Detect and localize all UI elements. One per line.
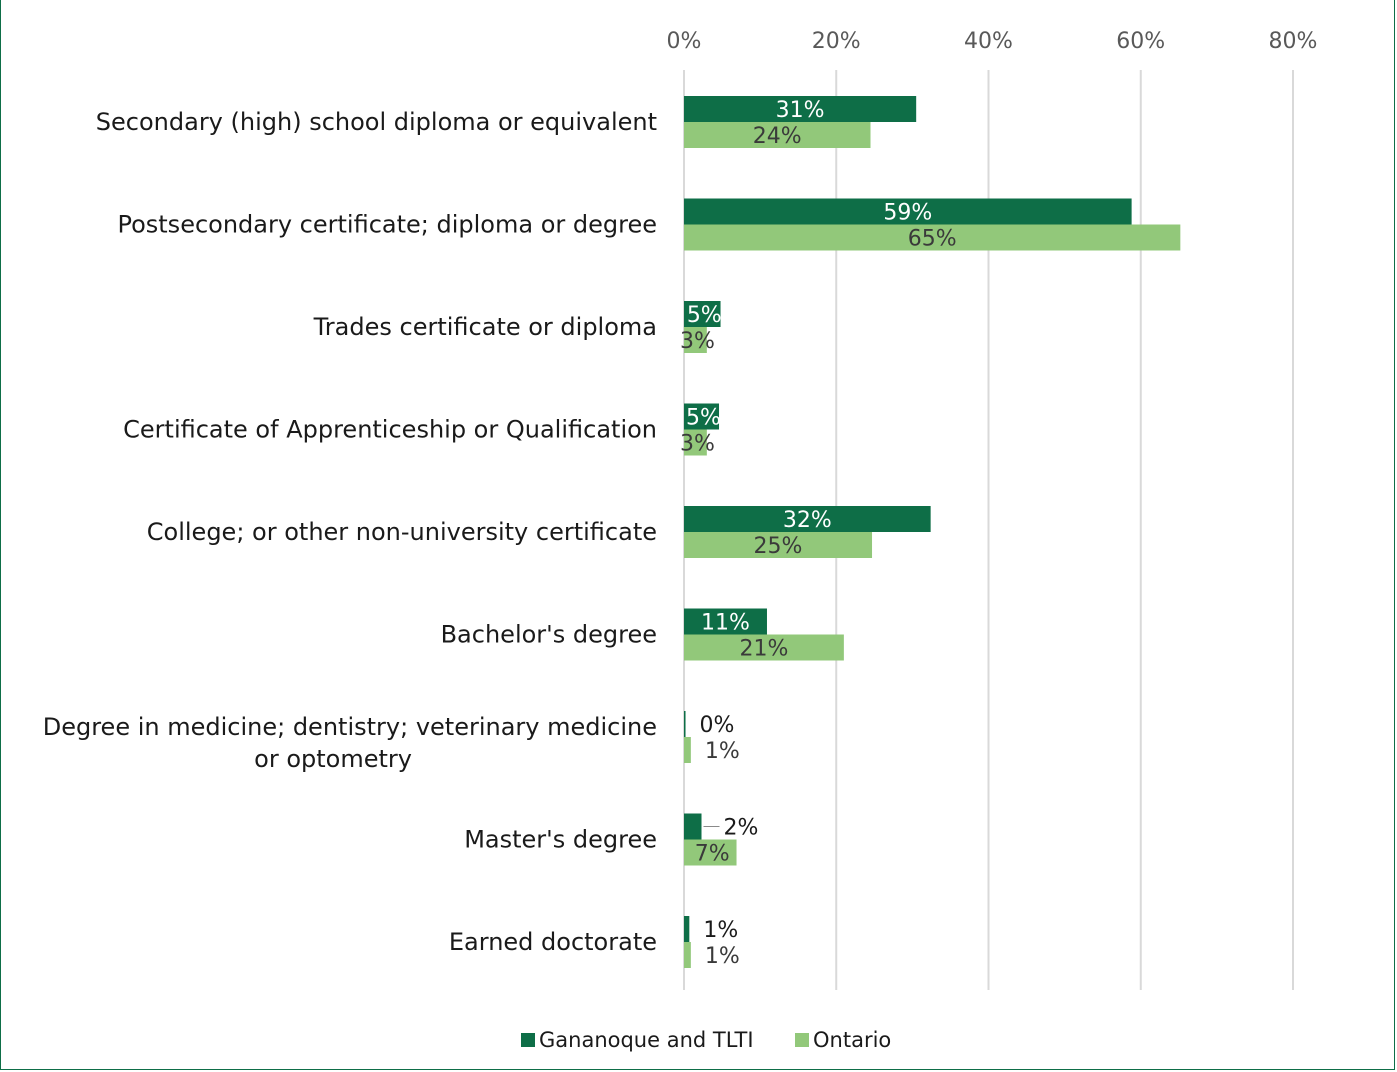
category-label: Secondary (high) school diploma or equiv… [96,108,657,136]
bar-gananoque [684,96,917,122]
bar-gananoque [684,608,767,635]
bar-gananoque [684,711,686,737]
data-label-gananoque: 11% [701,611,750,636]
data-label-gananoque: 5% [686,406,721,431]
data-label-ontario: 25% [754,534,803,559]
x-tick-label: 80% [1269,29,1318,54]
bar-ontario [684,122,871,148]
bar-ontario [684,429,707,456]
bar-gananoque [684,813,702,840]
data-label-gananoque: 1% [703,918,738,943]
category-label: Master's degree [464,826,657,854]
x-tick-label: 40% [964,29,1013,54]
legend-label-gananoque: Gananoque and TLTI [539,1028,754,1052]
data-label-ontario: 3% [680,432,715,457]
x-axis-ticks: 0% 20% 40% 60% 80% [667,29,1318,54]
data-label-gananoque: 5% [687,303,722,328]
bar-ontario [684,942,691,968]
bar-ontario [684,737,691,763]
x-tick-label: 20% [812,29,861,54]
bar-gananoque [684,916,690,942]
category-label: Degree in medicine; dentistry; veterinar… [43,713,657,773]
data-label-gananoque: 32% [783,508,832,533]
category-labels: Secondary (high) school diploma or equiv… [43,108,657,956]
bar-ontario [684,224,1181,251]
data-label-ontario: 3% [680,329,715,354]
legend-label-ontario: Ontario [813,1028,891,1052]
bar-gananoque [684,506,931,532]
legend-swatch-ontario [795,1033,809,1047]
data-label-ontario: 65% [908,227,957,252]
bar-gananoque [684,198,1132,225]
category-label: Bachelor's degree [441,621,657,649]
bar-ontario [684,634,844,661]
data-label-ontario: 1% [705,739,740,764]
legend-swatch-gananoque [521,1033,535,1047]
data-label-gananoque: 2% [724,816,759,841]
data-labels: 31%24%59%65%5%3%5%3%32%25%11%21%0%1%2%7%… [680,98,957,969]
data-label-gananoque: 0% [700,713,735,738]
category-label: Certificate of Apprenticeship or Qualifi… [123,416,657,444]
bar-gananoque [684,403,720,430]
category-label: Postsecondary certificate; diploma or de… [117,211,657,239]
data-label-ontario: 7% [695,842,730,867]
data-label-gananoque: 59% [883,201,932,226]
legend: Gananoque and TLTI Ontario [521,1028,891,1052]
bar-ontario [684,327,707,353]
bar-ontario [684,839,737,866]
bar-ontario [684,532,873,558]
x-tick-label: 0% [667,29,702,54]
category-label: Earned doctorate [449,928,657,956]
bars [684,96,1181,968]
data-label-ontario: 1% [705,944,740,969]
data-label-gananoque: 31% [776,98,825,123]
bar-gananoque [684,301,721,327]
category-label: Trades certificate or diploma [313,313,657,341]
x-tick-label: 60% [1116,29,1165,54]
data-label-ontario: 21% [739,637,788,662]
data-label-ontario: 24% [753,124,802,149]
category-label: College; or other non-university certifi… [147,518,657,546]
